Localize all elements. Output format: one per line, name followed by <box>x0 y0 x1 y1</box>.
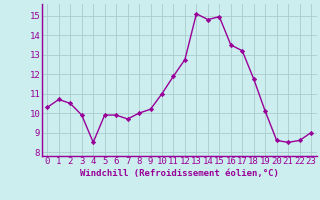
X-axis label: Windchill (Refroidissement éolien,°C): Windchill (Refroidissement éolien,°C) <box>80 169 279 178</box>
